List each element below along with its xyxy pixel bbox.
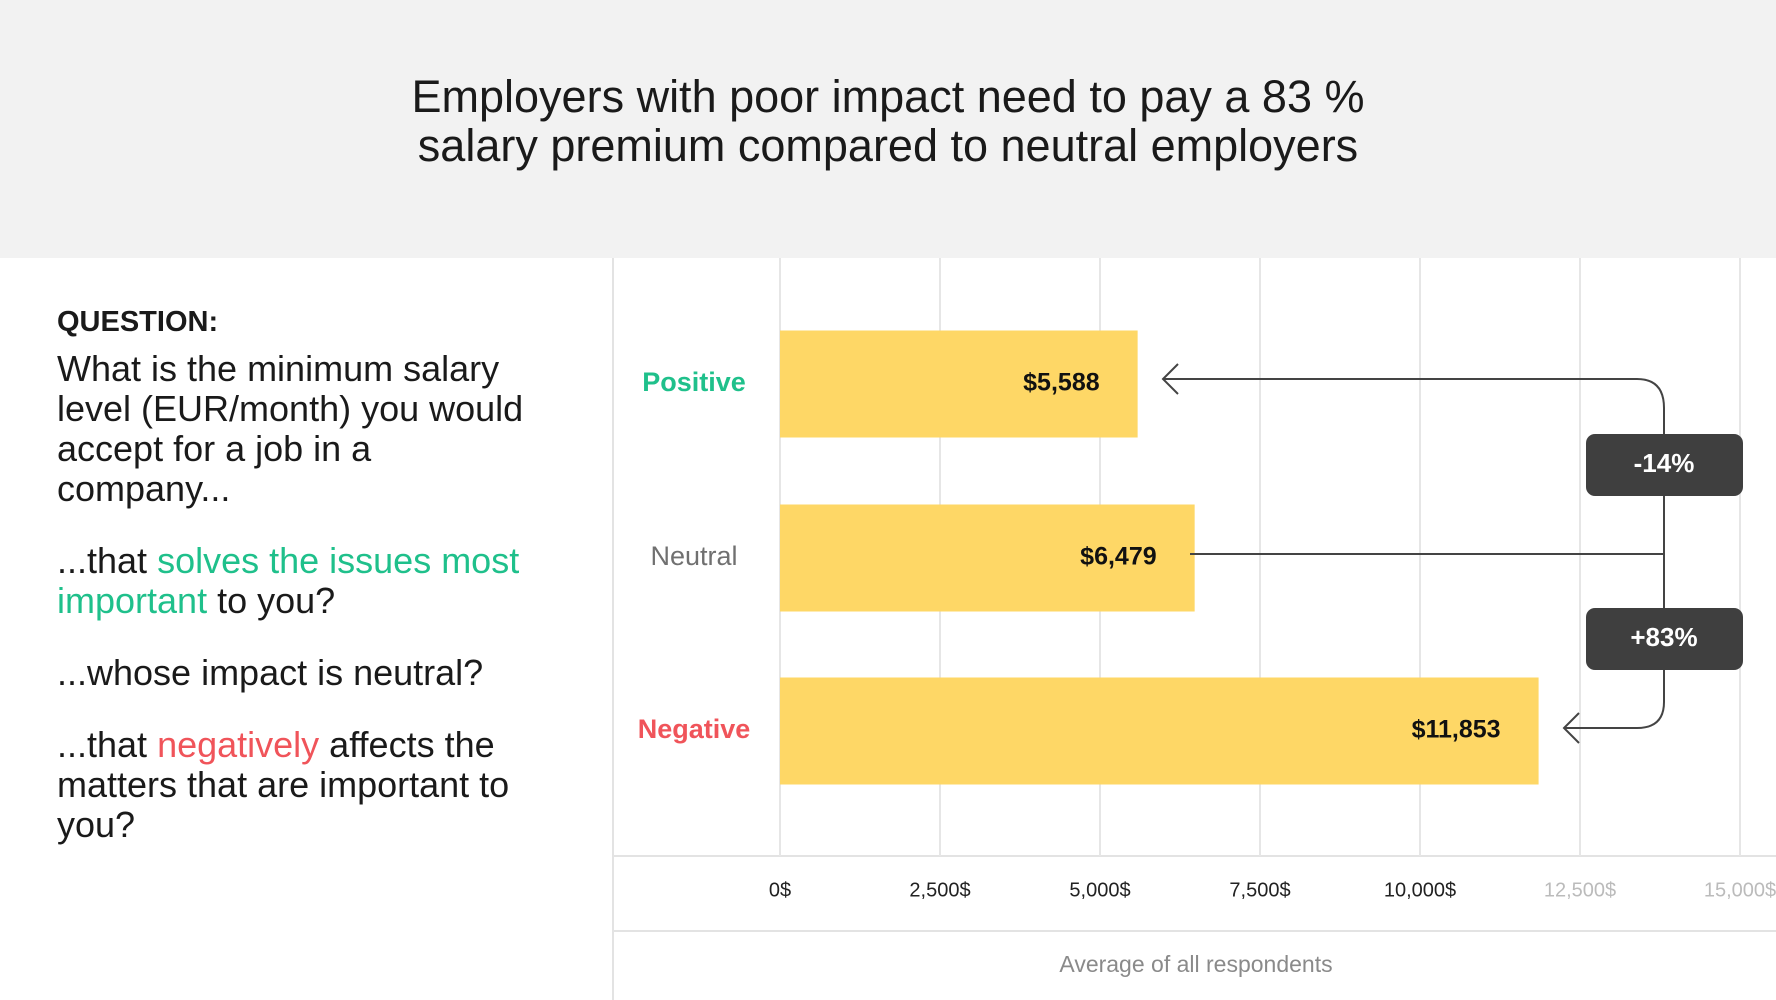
chart-title: Employers with poor impact need to pay a…	[0, 72, 1776, 170]
badge-label: +83%	[1630, 622, 1697, 652]
category-label: Positive	[642, 367, 746, 397]
option-text: ...whose impact is neutral?	[57, 652, 484, 693]
arrow-head	[1562, 712, 1580, 744]
option-highlight: solves the issues most important	[57, 540, 520, 621]
title-line: Employers with poor impact need to pay a…	[411, 71, 1365, 122]
category-label: Neutral	[650, 541, 737, 571]
badge	[1586, 608, 1743, 670]
question-heading: QUESTION:	[57, 306, 219, 338]
title-line: salary premium compared to neutral emplo…	[417, 120, 1359, 171]
option: ...whose impact is neutral?	[57, 653, 527, 693]
option: ...that solves the issues most important…	[57, 541, 527, 621]
badge	[1586, 434, 1743, 496]
arrow	[1163, 378, 1665, 729]
x-tick-label: 10,000$	[1384, 879, 1456, 901]
x-tick-label: 15,000$	[1704, 879, 1776, 901]
value-label: $11,853	[1412, 716, 1501, 744]
badge-label: -14%	[1634, 448, 1695, 478]
x-axis-label: Average of all respondents	[1059, 951, 1332, 977]
x-tick-label: 0$	[769, 879, 791, 901]
x-tick-label: 5,000$	[1069, 879, 1130, 901]
option: ...that negatively affects the matters t…	[57, 725, 527, 845]
value-label: $6,479	[1080, 543, 1156, 571]
bar	[780, 330, 1138, 438]
x-tick-label: 12,500$	[1544, 879, 1616, 901]
option-text: affects the matters that are important t…	[57, 724, 510, 845]
question-text: What is the minimum salary level (EUR/mo…	[57, 348, 524, 509]
bar	[780, 504, 1195, 612]
option-text: ...that	[57, 540, 158, 581]
option-text: ...that	[57, 724, 158, 765]
arrow-head	[1161, 363, 1179, 395]
x-tick-label: 2,500$	[909, 879, 970, 901]
option-highlight: negatively	[157, 724, 320, 765]
category-label: Negative	[638, 714, 751, 744]
question-panel: QUESTION: What is the minimum salary lev…	[57, 306, 527, 877]
header: Employers with poor impact need to pay a…	[0, 0, 1776, 258]
x-tick-label: 7,500$	[1229, 879, 1290, 901]
value-label: $5,588	[1023, 369, 1100, 397]
bar	[780, 677, 1539, 785]
option-text: to you?	[207, 580, 336, 621]
